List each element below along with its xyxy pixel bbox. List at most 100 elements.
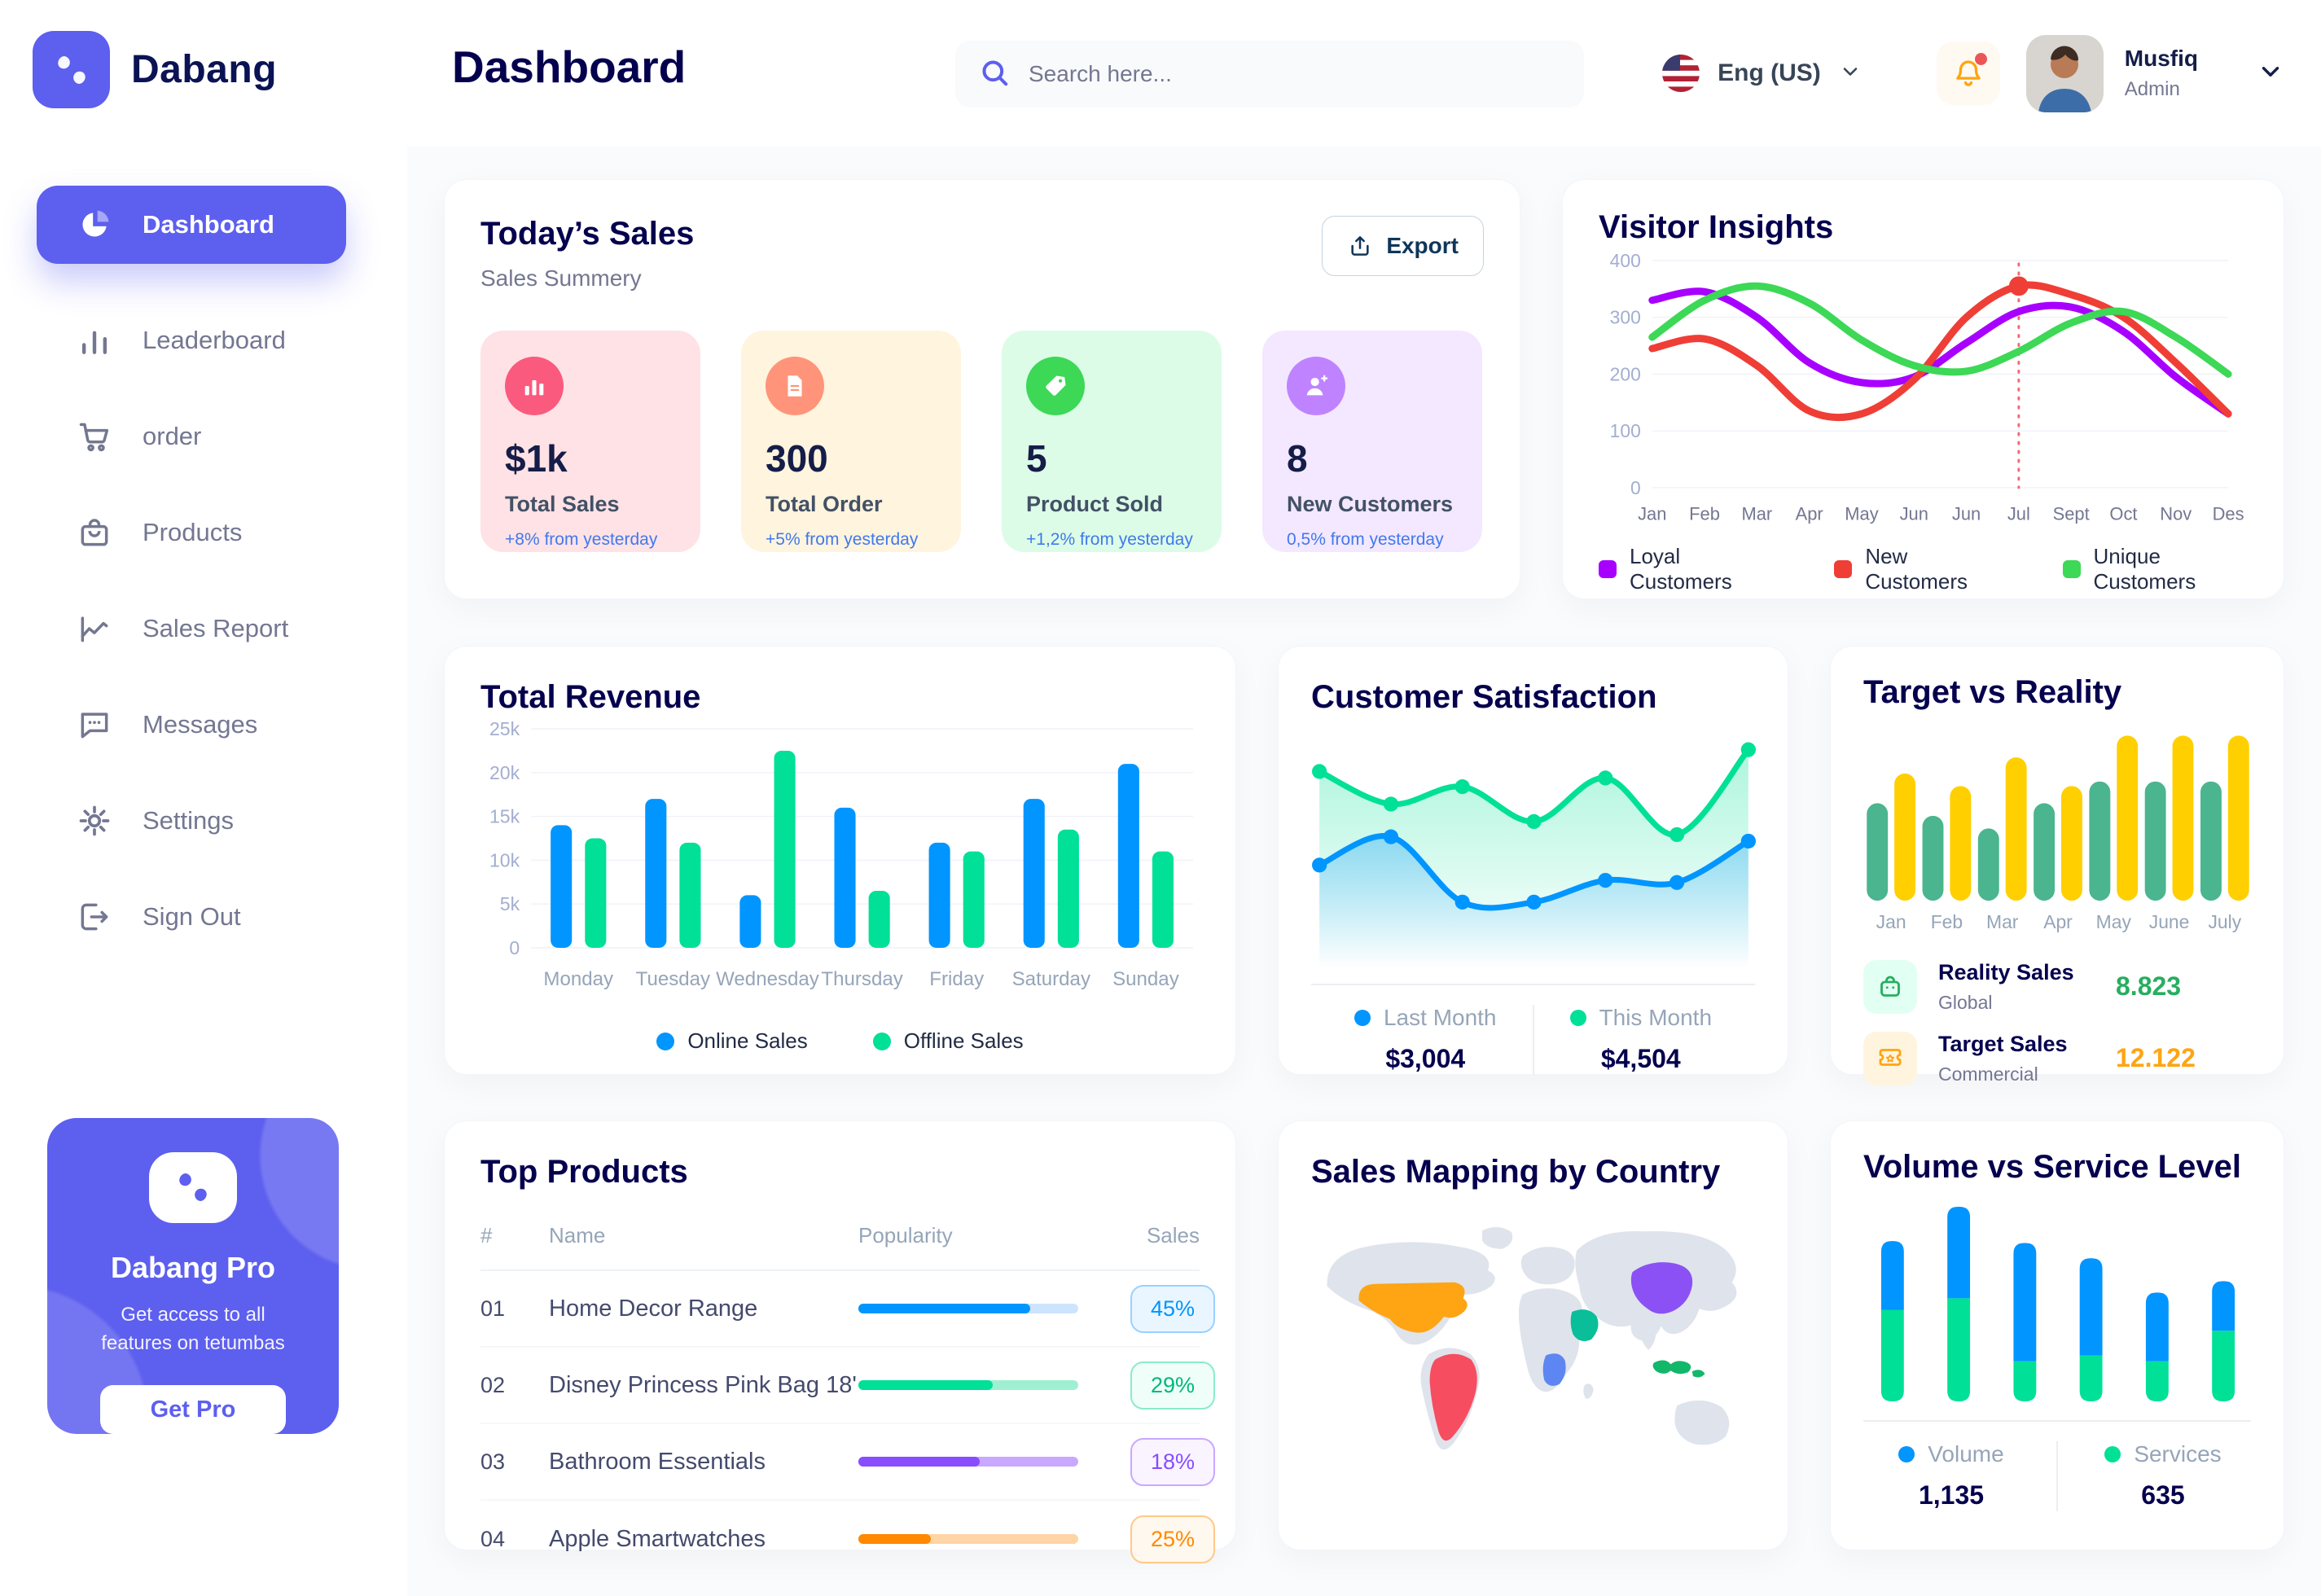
table-row: 02 Disney Princess Pink Bag 18' 29% — [480, 1348, 1215, 1424]
chevron-down-icon[interactable] — [2257, 58, 2284, 90]
brand[interactable]: Dabang — [33, 31, 277, 108]
last-month-value: $3,004 — [1385, 1043, 1466, 1073]
total-revenue-card: Total Revenue 0 5k 10k 15k 20k 25k Monday Tuesd… — [444, 646, 1236, 1075]
todays-sales-title: Today’s Sales — [480, 216, 695, 252]
last-month-dot-icon — [1354, 1009, 1371, 1026]
svg-text:15k: 15k — [489, 806, 520, 827]
avatar[interactable] — [2025, 34, 2104, 112]
volume-service-legend: Volume 1,135 Services 635 — [1863, 1440, 2251, 1511]
target-vs-reality-title: Target vs Reality — [1863, 674, 2122, 710]
chat-icon — [76, 706, 113, 743]
svg-text:Mar: Mar — [1741, 504, 1772, 524]
pro-card-subtitle: Get access to all features on tetumbas — [101, 1303, 285, 1354]
sidebar-item-label: Messages — [143, 710, 258, 739]
cart-icon — [76, 418, 113, 455]
legend-target-sales: Target Sales Commercial 12.122 — [1863, 1031, 2251, 1085]
sidebar-item-sign-out[interactable]: Sign Out — [37, 878, 346, 956]
svg-text:Monday: Monday — [543, 968, 613, 990]
topbar: Dashboard Eng (US) — [407, 0, 2321, 147]
brand-logo-icon — [33, 31, 110, 108]
svg-text:400: 400 — [1610, 250, 1641, 271]
user-block: Musfiq Admin — [2125, 46, 2198, 101]
svg-text:Friday: Friday — [929, 968, 984, 990]
search-box — [955, 41, 1584, 107]
top-products-header: # Name Popularity Sales — [480, 1223, 1200, 1271]
svg-text:May: May — [1845, 504, 1878, 524]
svg-text:Apr: Apr — [1796, 504, 1823, 524]
stat-product-sold: 5 Product Sold +1,2% from yesterday — [1002, 331, 1222, 552]
sidebar-item-products[interactable]: Products — [37, 493, 346, 572]
svg-text:5k: 5k — [500, 893, 520, 914]
sidebar-item-settings[interactable]: Settings — [37, 782, 346, 860]
legend-volume: Volume 1,135 — [1882, 1441, 2020, 1510]
notification-dot — [1974, 53, 1987, 65]
sales-badge: 29% — [1130, 1361, 1215, 1410]
svg-text:Saturday: Saturday — [1012, 968, 1090, 990]
total-revenue-chart: 0 5k 10k 15k 20k 25k Monday Tuesday Wednesday Thu… — [480, 716, 1200, 1020]
svg-text:Thursday: Thursday — [821, 968, 902, 990]
volume-service-card: Volume vs Service Level Volume 1,135 Ser… — [1830, 1120, 2284, 1550]
pie-chart-icon — [76, 206, 113, 243]
svg-text:Jul: Jul — [2007, 504, 2030, 524]
svg-text:Oct: Oct — [2109, 504, 2137, 524]
legend-item: Offline Sales — [872, 1028, 1024, 1054]
map-region-saudi — [1570, 1309, 1599, 1341]
sidebar-item-sales-report[interactable]: Sales Report — [37, 590, 346, 668]
svg-text:100: 100 — [1610, 420, 1641, 441]
sign-out-icon — [76, 898, 113, 936]
svg-text:0: 0 — [509, 937, 520, 958]
table-row: 01 Home Decor Range 45% — [480, 1271, 1215, 1348]
services-dot-icon — [2104, 1445, 2121, 1462]
stat-label: Product Sold — [1026, 492, 1163, 516]
customer-satisfaction-legend: Last Month $3,004 This Month $4,504 — [1311, 1004, 1755, 1075]
language-selector[interactable]: Eng (US) — [1662, 55, 1862, 92]
volume-dot-icon — [1898, 1445, 1915, 1462]
table-row: 03 Bathroom Essentials 18% — [480, 1424, 1215, 1501]
user-role: Admin — [2124, 78, 2180, 100]
stat-value: 5 — [1026, 437, 1047, 480]
get-pro-button[interactable]: Get Pro — [100, 1385, 286, 1434]
notifications-button[interactable] — [1936, 42, 2000, 105]
map-land-indochina — [1639, 1317, 1656, 1350]
language-label: Eng (US) — [1718, 59, 1821, 86]
reality-sales-value: 8.823 — [2116, 971, 2182, 1002]
map-land-europe — [1520, 1247, 1575, 1285]
divider — [2056, 1440, 2058, 1511]
svg-text:July: July — [2208, 911, 2241, 932]
this-month-value: $4,504 — [1600, 1043, 1681, 1073]
stat-delta: +8% from yesterday — [505, 530, 658, 549]
stat-delta: +5% from yesterday — [766, 530, 919, 549]
visitor-insights-card: Visitor Insights 0 100 200 300 400 Jan Feb Mar A… — [1562, 179, 2284, 599]
svg-text:Jan: Jan — [1876, 911, 1906, 932]
stats-row: $1k Total Sales +8% from yesterday 300 T… — [480, 331, 1484, 552]
svg-text:200: 200 — [1610, 363, 1641, 384]
popularity-bar — [858, 1457, 1078, 1467]
legend-item: Online Sales — [656, 1028, 808, 1054]
search-input[interactable] — [1029, 61, 1561, 87]
top-products-title: Top Products — [480, 1154, 688, 1190]
svg-text:300: 300 — [1610, 307, 1641, 328]
stat-total-sales: $1k Total Sales +8% from yesterday — [480, 331, 700, 552]
export-button[interactable]: Export — [1322, 216, 1484, 276]
sidebar-item-order[interactable]: order — [37, 397, 346, 476]
pro-card: Dabang Pro Get access to all features on… — [47, 1118, 339, 1434]
stat-label: New Customers — [1287, 492, 1454, 516]
popularity-bar — [858, 1380, 1078, 1390]
sidebar-item-messages[interactable]: Messages — [37, 686, 346, 764]
sidebar-item-label: Products — [143, 518, 243, 546]
legend-item: Unique Customers — [2062, 544, 2248, 594]
sidebar-item-leaderboard[interactable]: Leaderboard — [37, 301, 346, 379]
customer-satisfaction-title: Customer Satisfaction — [1311, 679, 1657, 715]
stat-delta: 0,5% from yesterday — [1287, 530, 1444, 549]
svg-text:25k: 25k — [489, 718, 520, 739]
total-revenue-title: Total Revenue — [480, 679, 701, 715]
sidebar-item-dashboard[interactable]: Dashboard — [37, 186, 346, 264]
sidebar-item-label: order — [143, 422, 202, 450]
user-name: Musfiq — [2124, 46, 2198, 71]
svg-text:May: May — [2096, 911, 2132, 932]
services-value: 635 — [2141, 1480, 2185, 1510]
legend-last-month: Last Month $3,004 — [1354, 1005, 1497, 1074]
svg-text:Tuesday: Tuesday — [636, 968, 710, 990]
tag-check-icon — [1026, 357, 1085, 415]
table-row: 04 Apple Smartwatches 25% — [480, 1501, 1215, 1577]
